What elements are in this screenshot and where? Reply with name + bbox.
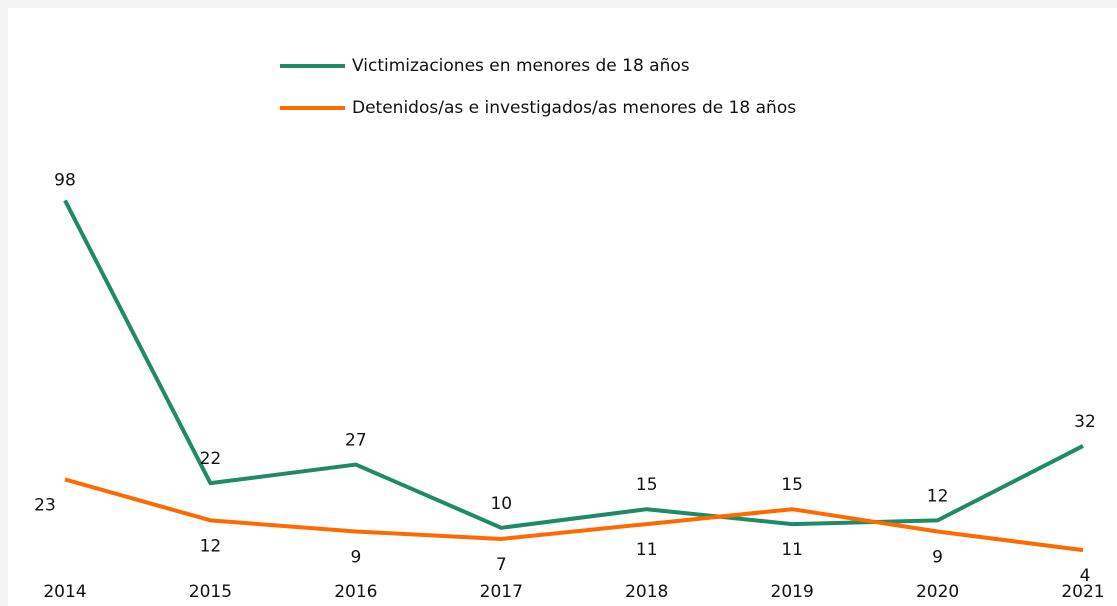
x-tick-label: 2017 <box>480 582 523 602</box>
data-label: 4 <box>1080 566 1091 586</box>
data-line <box>64 477 1084 553</box>
x-tick-label: 2015 <box>189 582 232 602</box>
x-tick-label: 2016 <box>334 582 377 602</box>
data-label: 12 <box>927 486 949 506</box>
x-tick-label: 2021 <box>1061 582 1104 602</box>
data-label: 22 <box>200 449 222 469</box>
x-tick-label: 2019 <box>771 582 814 602</box>
data-label: 11 <box>636 540 658 560</box>
data-label: 98 <box>54 170 76 190</box>
data-label: 10 <box>490 494 512 514</box>
x-tick-label: 2018 <box>625 582 668 602</box>
data-label: 11 <box>781 540 803 560</box>
x-tick-label: 2014 <box>43 582 86 602</box>
legend-label: Victimizaciones en menores de 18 años <box>352 56 690 76</box>
data-label: 27 <box>345 431 367 451</box>
data-label: 7 <box>496 555 507 575</box>
plot-background <box>8 8 1117 606</box>
data-line <box>63 199 1084 530</box>
x-tick-label: 2020 <box>916 582 959 602</box>
data-label: 15 <box>781 475 803 495</box>
data-label: 9 <box>350 548 361 568</box>
data-label: 15 <box>636 475 658 495</box>
legend-label: Detenidos/as e investigados/as menores d… <box>352 98 796 118</box>
data-label: 23 <box>34 495 56 515</box>
data-label: 12 <box>200 536 222 556</box>
data-label: 32 <box>1074 412 1096 432</box>
data-label: 9 <box>932 548 943 568</box>
